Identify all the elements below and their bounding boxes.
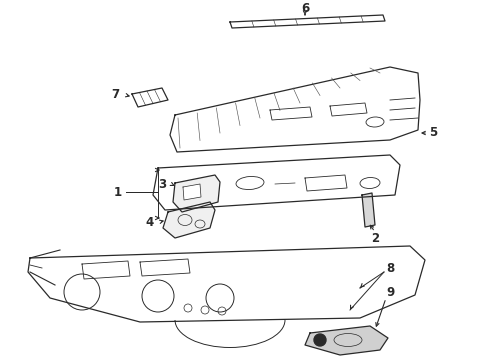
Polygon shape (305, 326, 388, 355)
Polygon shape (183, 184, 201, 200)
Polygon shape (305, 175, 347, 191)
Polygon shape (132, 88, 168, 107)
Text: 2: 2 (371, 231, 379, 244)
Polygon shape (330, 103, 367, 116)
Polygon shape (82, 261, 130, 279)
Polygon shape (140, 259, 190, 276)
Polygon shape (230, 15, 385, 28)
Text: 8: 8 (386, 261, 394, 274)
Text: 1: 1 (114, 185, 122, 198)
Text: 5: 5 (429, 126, 437, 139)
Polygon shape (163, 202, 215, 238)
Circle shape (314, 334, 326, 346)
Text: 4: 4 (146, 216, 154, 229)
Polygon shape (170, 67, 420, 152)
Text: 3: 3 (158, 177, 166, 190)
Polygon shape (362, 193, 375, 227)
Text: 9: 9 (386, 285, 394, 298)
Text: 7: 7 (111, 89, 119, 102)
Polygon shape (28, 246, 425, 322)
Polygon shape (153, 155, 400, 210)
Polygon shape (173, 175, 220, 212)
Text: 6: 6 (301, 1, 309, 14)
Polygon shape (270, 107, 312, 120)
